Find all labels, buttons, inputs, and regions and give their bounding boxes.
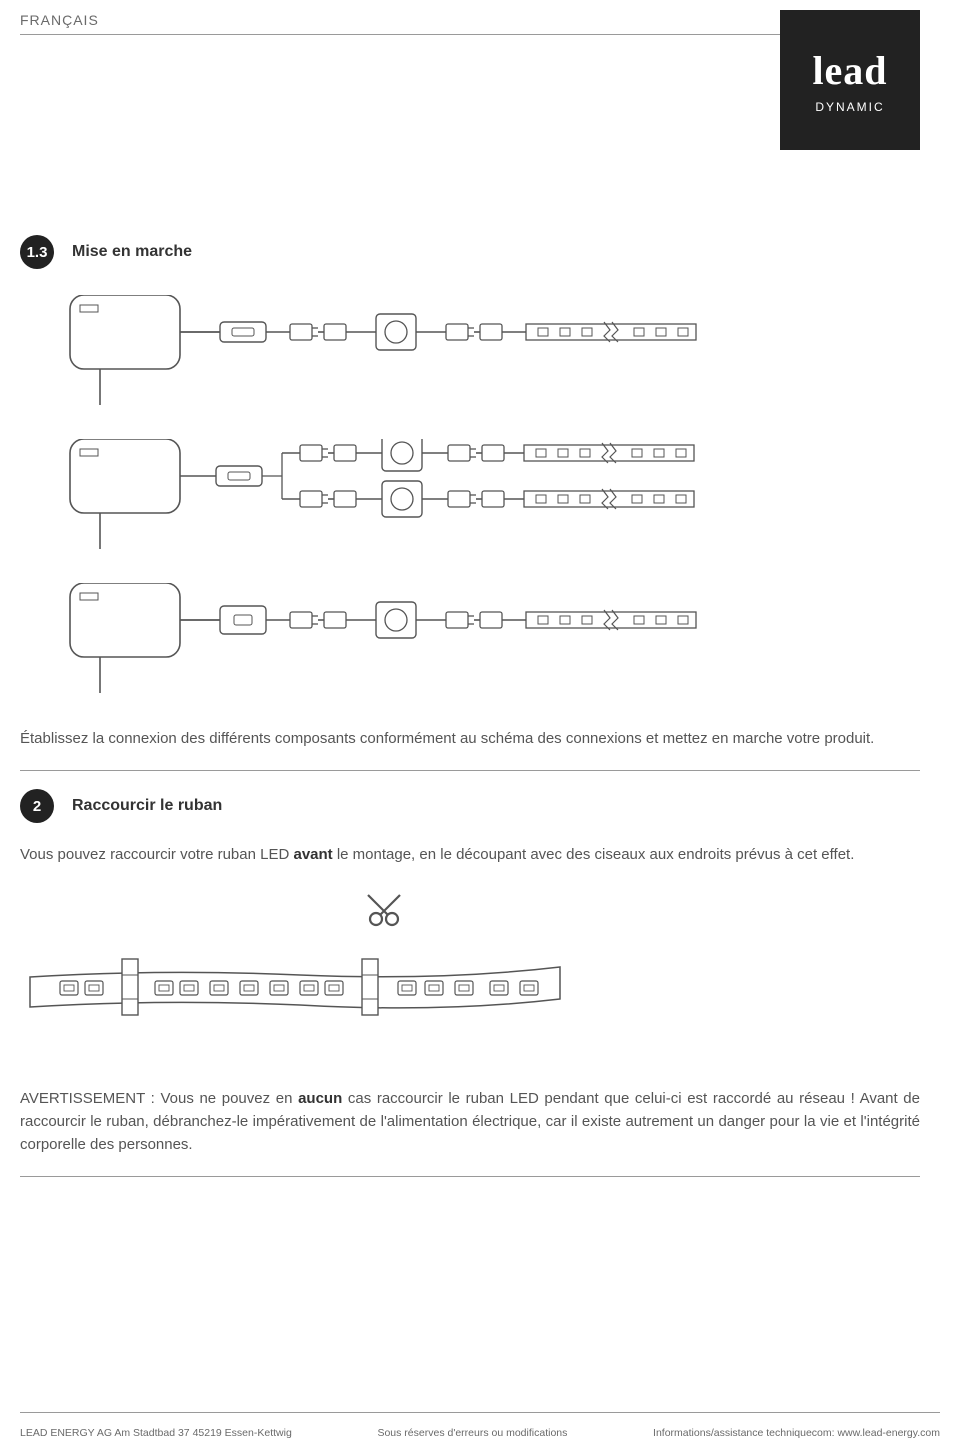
section-2-heading: 2 Raccourcir le ruban [20, 789, 920, 823]
footer-disclaimer: Sous réserves d'erreurs ou modifications [377, 1427, 567, 1439]
cut-led-strip-diagram [20, 887, 920, 1027]
section-1-3-heading: 1.3 Mise en marche [20, 235, 920, 269]
divider [20, 1176, 920, 1177]
section-1-3-body: Établissez la connexion des différents c… [20, 727, 920, 750]
section-title: Mise en marche [72, 243, 192, 261]
logo-text: lead [812, 47, 887, 94]
logo-subtext: DYNAMIC [815, 100, 884, 114]
section-2-body: Vous pouvez raccourcir votre ruban LED a… [20, 843, 920, 866]
brand-logo: lead DYNAMIC [780, 10, 920, 150]
section-2-warning: AVERTISSEMENT : Vous ne pouvez en aucun … [20, 1087, 920, 1157]
section-number-badge: 2 [20, 789, 54, 823]
page-footer: LEAD ENERGY AG Am Stadtbad 37 45219 Esse… [20, 1412, 940, 1439]
section-number-badge: 1.3 [20, 235, 54, 269]
section-title: Raccourcir le ruban [72, 797, 222, 815]
footer-company: LEAD ENERGY AG Am Stadtbad 37 45219 Esse… [20, 1427, 292, 1439]
connection-diagrams [60, 295, 920, 693]
divider [20, 770, 920, 771]
footer-contact: Informations/assistance techniquecom: ww… [653, 1427, 940, 1439]
